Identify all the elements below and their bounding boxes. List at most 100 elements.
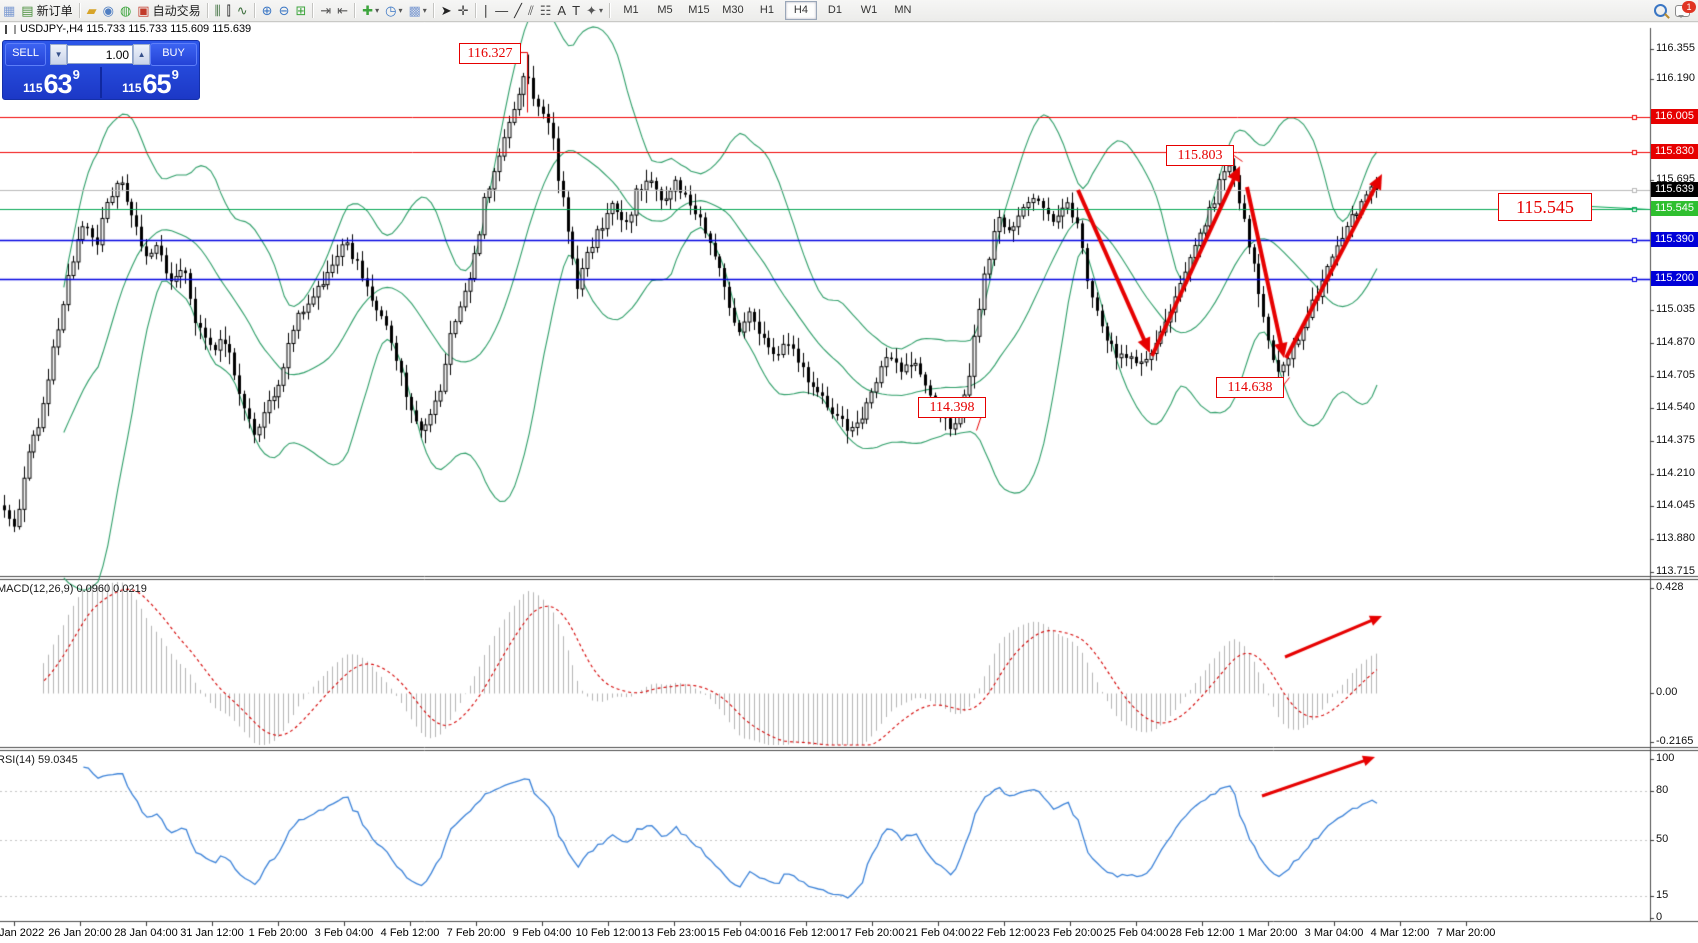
price-annotation[interactable]: 115.545: [1498, 193, 1592, 221]
price-annotation[interactable]: 114.638: [1216, 377, 1284, 398]
shapes-button[interactable]: ✦ ▾: [583, 1, 606, 20]
chevron-down-icon: ▾: [598, 6, 603, 15]
gold-icon: ▰: [86, 3, 97, 18]
line-chart-button[interactable]: ∿: [234, 1, 251, 20]
sell-price-main: 63: [43, 69, 73, 99]
macd-axis-tick: 0.00: [1656, 686, 1678, 698]
crosshair-button[interactable]: ✛: [455, 1, 472, 20]
time-axis-label: 4 Mar 12:00: [1370, 927, 1430, 939]
profile-icon: ◉: [102, 3, 114, 18]
toolbar-group: ⊕ ⊖ ⊞: [259, 0, 310, 21]
candlestick-mini-icon: [5, 24, 16, 34]
time-axis-label: 17 Feb 20:00: [839, 927, 905, 939]
toolbar-group: ✚ ▾ ◷ ▾ ▩ ▾: [359, 0, 430, 21]
time-axis-label: 3 Feb 04:00: [314, 927, 374, 939]
profile-button[interactable]: ◉: [100, 1, 117, 20]
price-badge: 115.545: [1651, 201, 1698, 216]
indicators-button[interactable]: ✚ ▾: [359, 1, 382, 20]
new-order-button[interactable]: ▤ 新订单: [18, 1, 75, 20]
sell-price-display[interactable]: 115 63 9: [3, 67, 100, 98]
fibonacci-button[interactable]: ☷: [537, 1, 555, 20]
horizontal-line-button[interactable]: —: [492, 1, 511, 20]
autotrade-button[interactable]: ▣ 自动交易: [134, 1, 203, 20]
volume-decrease-button[interactable]: ▼: [50, 44, 68, 65]
toolbar-separator: [354, 3, 357, 18]
rsi-axis-tick: 15: [1656, 889, 1669, 901]
zoom-in-button[interactable]: ⊕: [259, 1, 276, 20]
periods-button[interactable]: ◷ ▾: [382, 1, 405, 20]
buy-price-display[interactable]: 115 65 9: [102, 67, 199, 98]
tab-timeframe-m5[interactable]: M5: [657, 4, 673, 16]
gold-button[interactable]: ▰: [84, 1, 100, 20]
search-icon[interactable]: [1654, 4, 1667, 17]
price-axis-tick: 116.190: [1656, 72, 1695, 84]
trendline-button[interactable]: ╱: [511, 1, 525, 20]
volume-input[interactable]: [67, 45, 134, 64]
buy-price-base: 115: [122, 81, 142, 95]
time-axis-label: 28 Jan 04:00: [114, 927, 178, 939]
trendline-icon: ╱: [514, 3, 522, 18]
text-label-button[interactable]: T: [569, 1, 583, 20]
price-badge: 116.005: [1651, 109, 1698, 124]
rsi-axis-tick: 100: [1656, 752, 1675, 764]
toolbar-separator: [253, 3, 256, 18]
volume-increase-button[interactable]: ▲: [133, 44, 151, 65]
templates-button[interactable]: ▩ ▾: [405, 1, 429, 20]
chart-shift-button[interactable]: ⇤: [334, 1, 351, 20]
vertical-line-icon: ∣: [482, 3, 490, 18]
vertical-line-button[interactable]: ∣: [480, 1, 493, 20]
tab-timeframe-d1[interactable]: D1: [827, 4, 842, 16]
toolbar-group: ⫼ ⫿ ∿: [212, 0, 251, 21]
price-badge: 115.390: [1651, 232, 1698, 247]
price-annotation[interactable]: 114.398: [918, 397, 986, 418]
tile-windows-button[interactable]: ⊞: [292, 1, 309, 20]
fibonacci-icon: ☷: [539, 3, 552, 18]
candlestick-chart-icon: ⫿: [226, 3, 231, 18]
tab-timeframe-mn[interactable]: MN: [894, 4, 912, 16]
tab-timeframe-w1[interactable]: W1: [860, 4, 878, 16]
time-axis-label: 15 Feb 04:00: [707, 927, 773, 939]
price-axis-tick: 114.705: [1656, 369, 1695, 381]
one-click-trading-panel: SELL ▼ ▲ BUY 115 63 9 115 65 9: [2, 40, 200, 100]
symbol-info: USDJPY-,H4 115.733 115.733 115.609 115.6…: [5, 23, 251, 35]
chart-window-button[interactable]: ▦: [0, 1, 18, 20]
tab-timeframe-m30[interactable]: M30: [722, 4, 744, 16]
notification-count-badge: 1: [1682, 0, 1696, 13]
tab-timeframe-h4[interactable]: H4: [784, 1, 817, 20]
tab-timeframe-m15[interactable]: M15: [688, 4, 710, 16]
price-annotation[interactable]: 115.803: [1166, 145, 1234, 166]
time-axis-label: 13 Feb 23:00: [641, 927, 707, 939]
bar-chart-button[interactable]: ⫼: [212, 1, 224, 20]
auto-scroll-button[interactable]: ⇥: [317, 1, 334, 20]
price-axis-tick: 114.210: [1656, 467, 1695, 479]
toolbar-separator: [608, 3, 611, 18]
cursor-button[interactable]: ➤: [438, 1, 455, 20]
text-label-icon: T: [572, 3, 581, 18]
price-annotation[interactable]: 116.327: [459, 43, 521, 64]
toolbar-separator: [312, 3, 315, 18]
tab-timeframe-h1[interactable]: H1: [759, 4, 774, 16]
channel-button[interactable]: ⫽: [525, 1, 537, 20]
notifications-icon[interactable]: 1: [1675, 0, 1696, 18]
price-axis-tick: 115.035: [1656, 303, 1695, 315]
autotrade-label: 自动交易: [152, 4, 201, 18]
rsi-axis-tick: 50: [1656, 833, 1669, 845]
sell-button[interactable]: SELL: [5, 43, 47, 66]
macd-axis-tick: -0.2165: [1656, 735, 1694, 747]
tab-timeframe-m1[interactable]: M1: [623, 4, 639, 16]
auto-scroll-icon: ⇥: [320, 3, 332, 18]
sell-price-sup: 9: [72, 67, 80, 82]
signal-button[interactable]: ◍: [117, 1, 134, 20]
zoom-out-button[interactable]: ⊖: [276, 1, 293, 20]
text-button[interactable]: A: [554, 1, 569, 20]
candlestick-chart-button[interactable]: ⫿: [224, 1, 234, 20]
time-axis-label: 31 Jan 12:00: [180, 927, 244, 939]
macd-axis-tick: 0.428: [1656, 581, 1684, 593]
buy-button[interactable]: BUY: [150, 43, 197, 66]
price-axis-tick: 114.540: [1656, 401, 1695, 413]
indicators-icon: ✚: [362, 3, 374, 18]
price-badge: 115.639: [1651, 182, 1698, 197]
toolbar-group: ▦ ▤ 新订单: [0, 0, 76, 21]
